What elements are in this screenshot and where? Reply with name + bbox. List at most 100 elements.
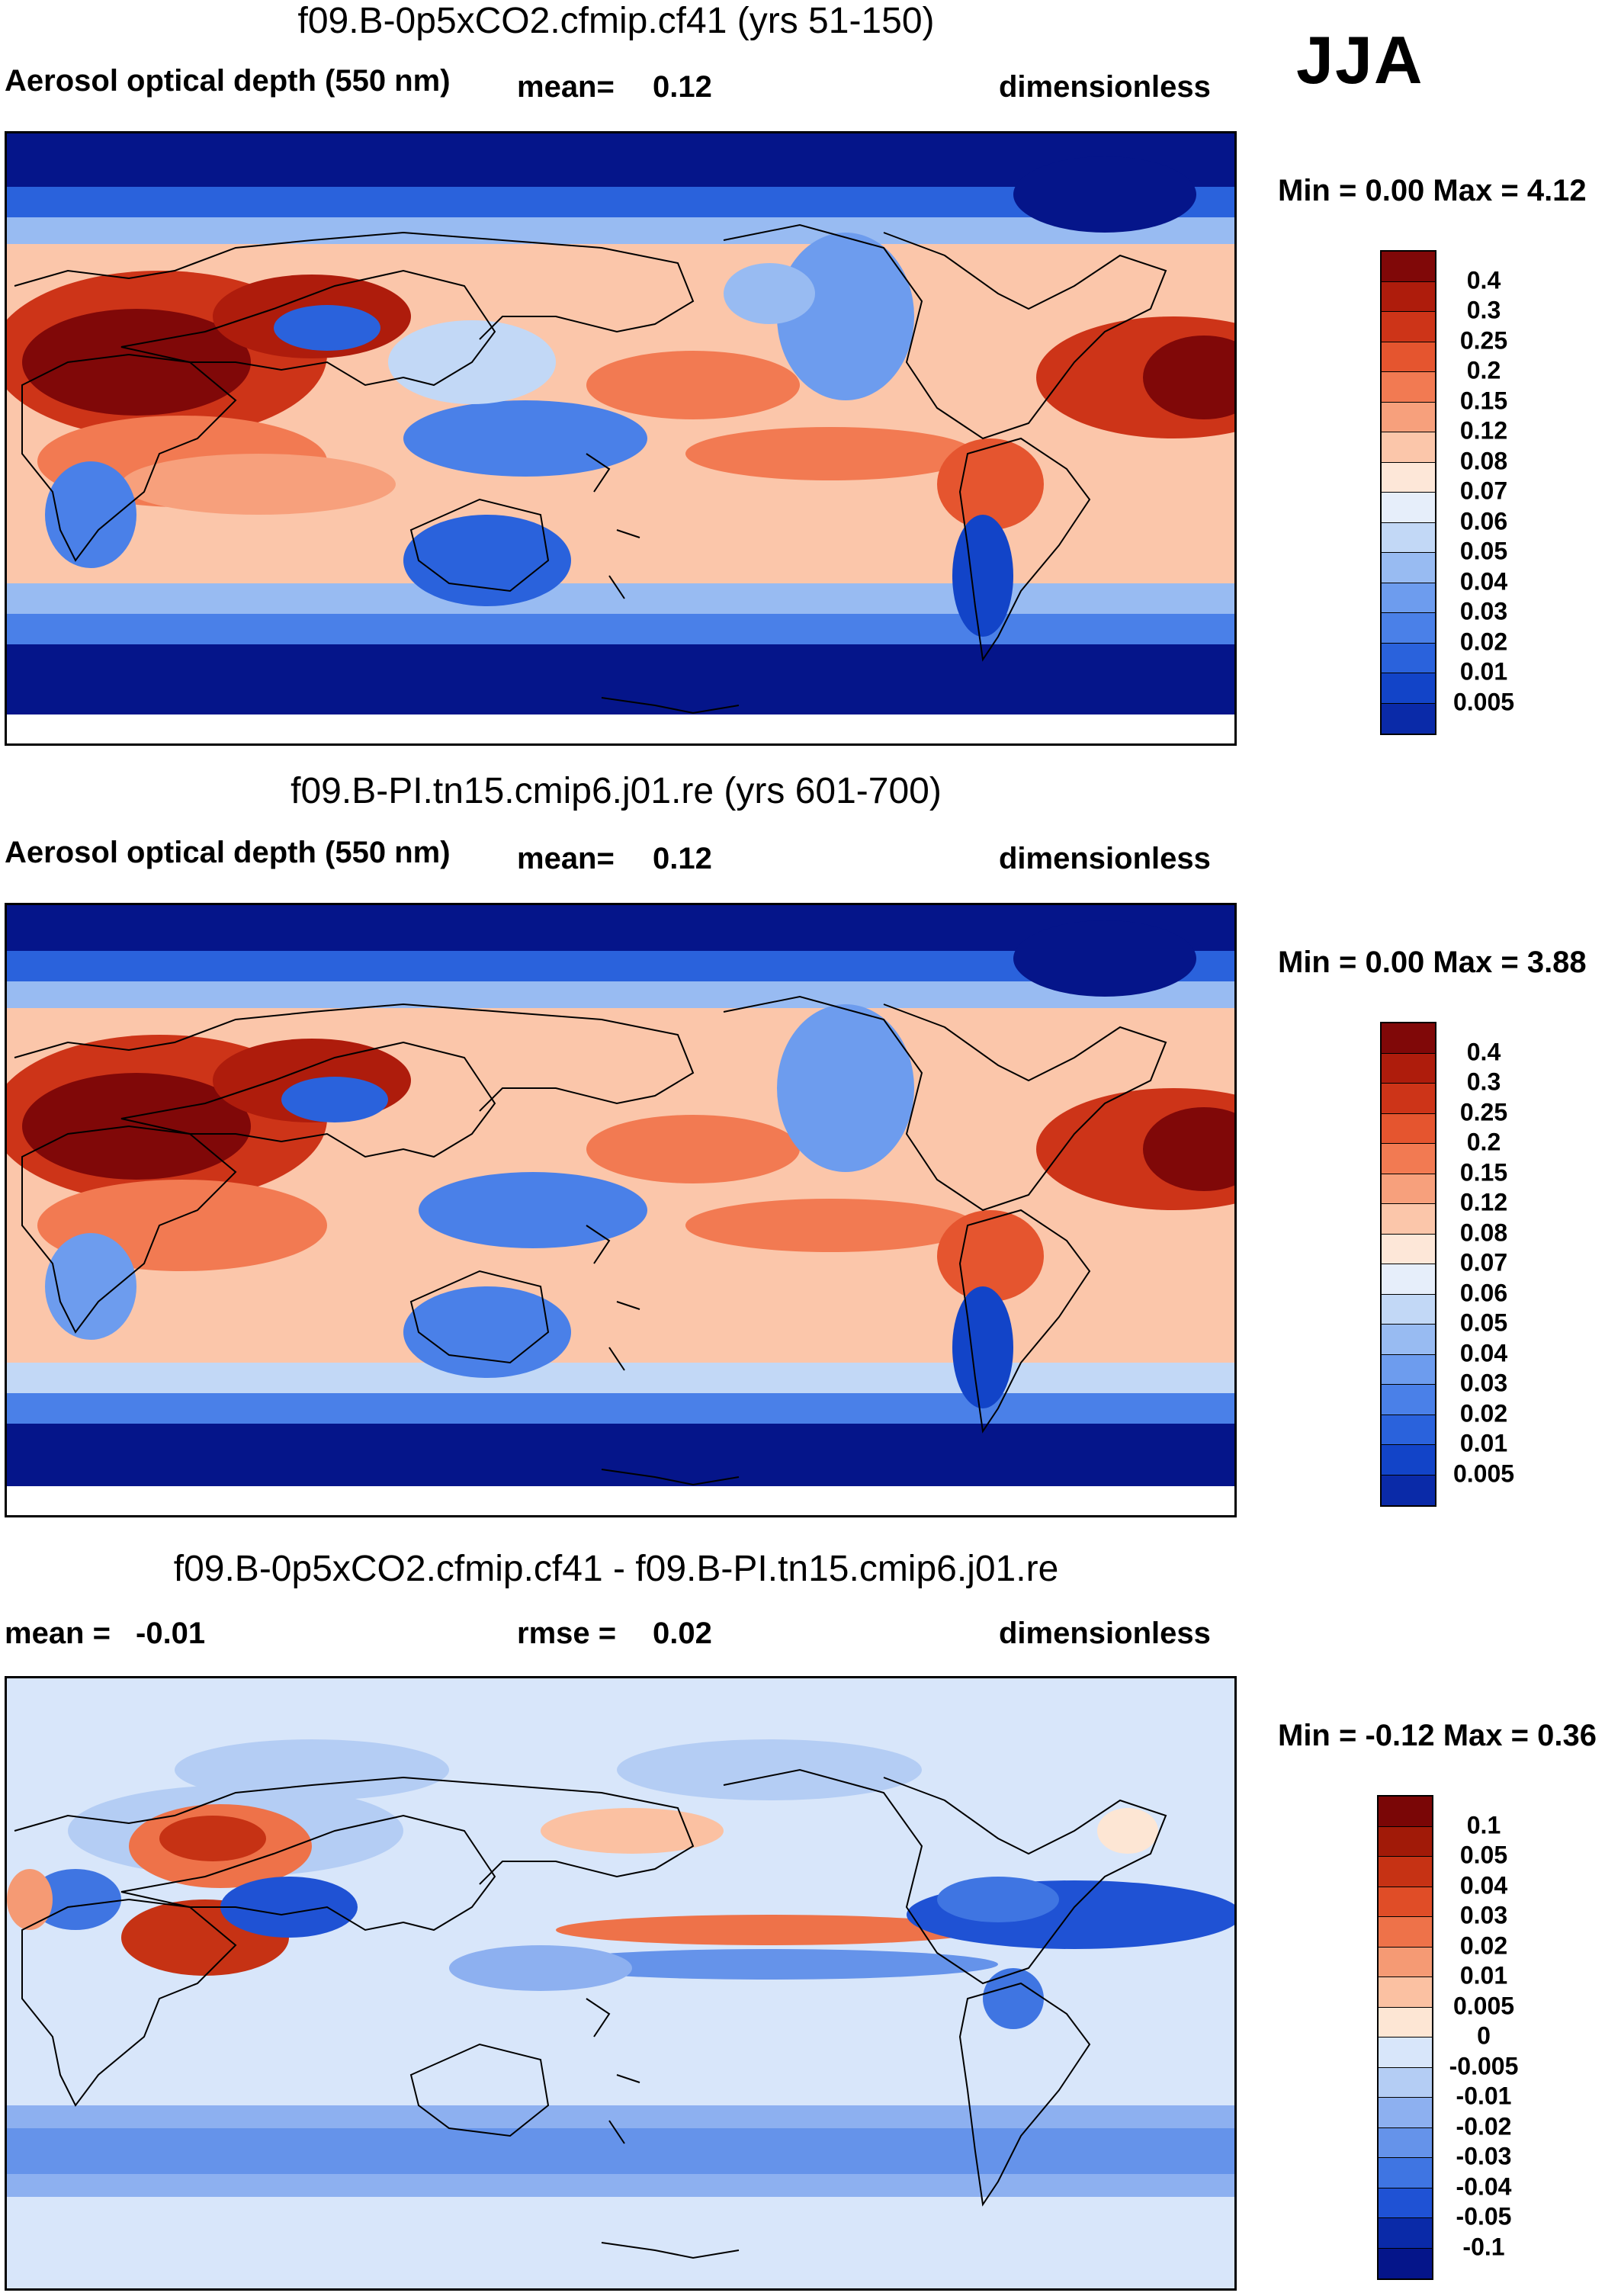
panel3-colorbar-swatch	[1379, 1977, 1432, 2008]
panel3-colorbar-swatch	[1379, 2068, 1432, 2098]
panel3-colorbar-label: -0.005	[1449, 2052, 1519, 2080]
panel1-colorbar-swatch	[1382, 282, 1435, 312]
panel2-colorbar-label: 0.4	[1466, 1038, 1501, 1066]
panel1-colorbar-label: 0.08	[1459, 447, 1508, 475]
panel1-colorbar-swatch	[1382, 372, 1435, 403]
panel2-colorbar-label: 0.25	[1459, 1098, 1508, 1126]
panel1-colorbar-label: 0.06	[1459, 507, 1508, 535]
panel3-colorbar-swatch	[1379, 1917, 1432, 1948]
panel2-colorbar-swatch	[1382, 1204, 1435, 1235]
panel2-minmax: Min = 0.00 Max = 3.88	[1278, 946, 1587, 979]
panel2-map-svg	[7, 905, 1234, 1515]
panel1-colorbar-swatch	[1382, 312, 1435, 342]
panel1-colorbar-labels: 0.4 0.3 0.25 0.2 0.15 0.12 0.08 0.07 0.0…	[1438, 250, 1530, 732]
panel3-colorbar-swatch	[1379, 2008, 1432, 2037]
panel1-colorbar-label: 0.2	[1466, 356, 1501, 384]
panel3-colorbar-swatch	[1379, 2128, 1432, 2158]
panel1-colorbar-label: 0.02	[1459, 628, 1508, 656]
panel1-colorbar-swatch	[1382, 432, 1435, 463]
panel2-colorbar-label: 0.04	[1459, 1339, 1508, 1367]
panel1-colorbar-swatch	[1382, 523, 1435, 553]
panel3-colorbar-label: 0.005	[1452, 1992, 1515, 2020]
panel3-colorbar-labels: 0.1 0.05 0.04 0.03 0.02 0.01 0.005 0 -0.…	[1438, 1795, 1530, 2277]
panel2-colorbar-label: 0.15	[1459, 1158, 1508, 1187]
panel3-colorbar-swatch	[1379, 1948, 1432, 1977]
panel2-colorbar-label: 0.07	[1459, 1248, 1508, 1276]
panel2-colorbar-swatch	[1382, 1174, 1435, 1204]
panel3-rmse-value: 0.02	[653, 1617, 712, 1650]
season-label: JJA	[1296, 22, 1424, 98]
panel1-colorbar	[1380, 250, 1436, 735]
panel3-rmse-label: rmse =	[517, 1617, 617, 1650]
panel3-colorbar-swatch	[1379, 2098, 1432, 2128]
panel1-colorbar-swatch	[1382, 493, 1435, 523]
panel1-minmax: Min = 0.00 Max = 4.12	[1278, 174, 1587, 207]
panel1-colorbar-label: 0.04	[1459, 567, 1508, 596]
panel3-units: dimensionless	[999, 1617, 1211, 1650]
panel2-colorbar-swatch	[1382, 1476, 1435, 1505]
panel2-colorbar-label: 0.01	[1459, 1429, 1508, 1457]
panel1-colorbar-label: 0.12	[1459, 416, 1508, 445]
panel2-colorbar-swatch	[1382, 1235, 1435, 1264]
panel2-colorbar-swatch	[1382, 1023, 1435, 1054]
panel2-colorbar-swatch	[1382, 1445, 1435, 1476]
panel1-colorbar-label: 0.05	[1459, 537, 1508, 565]
panel3-colorbar-swatch	[1379, 2188, 1432, 2218]
panel2-variable: Aerosol optical depth (550 nm)	[5, 836, 451, 869]
panel1-colorbar-label: 0.25	[1459, 326, 1508, 355]
panel1-units: dimensionless	[999, 70, 1211, 104]
panel1-colorbar-swatch	[1382, 403, 1435, 432]
panel1-colorbar-label: 0.005	[1452, 688, 1515, 716]
panel2-colorbar-swatch	[1382, 1385, 1435, 1415]
panel1-title: f09.B-0p5xCO2.cfmip.cf41 (yrs 51-150)	[297, 1, 935, 41]
panel2-mean-label: mean=	[517, 842, 615, 875]
panel1-colorbar-swatch	[1382, 583, 1435, 613]
panel1-colorbar-label: 0.03	[1459, 597, 1508, 625]
panel1-map-svg	[7, 133, 1234, 743]
panel1-colorbar-label: 0.3	[1466, 296, 1501, 324]
panel3-map	[5, 1676, 1237, 2291]
panel3-colorbar-label: -0.01	[1456, 2082, 1512, 2110]
panel2-colorbar-label: 0.08	[1459, 1219, 1508, 1247]
panel3-colorbar-label: -0.03	[1456, 2142, 1512, 2170]
panel2-colorbar-swatch	[1382, 1355, 1435, 1385]
panel3-colorbar-label: 0.01	[1459, 1961, 1508, 1989]
panel3-mean-value: -0.01	[136, 1617, 206, 1650]
panel3-colorbar	[1377, 1795, 1433, 2280]
panel2-colorbar-label: 0.005	[1452, 1459, 1515, 1488]
panel2-colorbar-swatch	[1382, 1264, 1435, 1295]
panel3-colorbar-swatch	[1379, 2037, 1432, 2068]
panel2-colorbar-label: 0.3	[1466, 1068, 1501, 1096]
panel3-colorbar-swatch	[1379, 1887, 1432, 1917]
panel3-colorbar-label: 0	[1477, 2021, 1491, 2050]
panel1-colorbar-swatch	[1382, 342, 1435, 372]
panel1-colorbar-swatch	[1382, 704, 1435, 734]
panel2-colorbar-label: 0.05	[1459, 1309, 1508, 1337]
panel1-colorbar-swatch	[1382, 252, 1435, 282]
panel1-variable: Aerosol optical depth (550 nm)	[5, 64, 451, 98]
panel3-colorbar-swatch	[1379, 2158, 1432, 2188]
panel2-colorbar-label: 0.12	[1459, 1188, 1508, 1216]
panel2-colorbar	[1380, 1022, 1436, 1507]
panel3-colorbar-label: 0.04	[1459, 1871, 1508, 1899]
panel2-colorbar-swatch	[1382, 1325, 1435, 1355]
panel1-colorbar-swatch	[1382, 673, 1435, 704]
panel2-colorbar-label: 0.03	[1459, 1369, 1508, 1397]
panel1-colorbar-swatch	[1382, 553, 1435, 583]
panel1-map	[5, 131, 1237, 746]
panel1-colorbar-swatch	[1382, 463, 1435, 493]
panel3-colorbar-swatch	[1379, 1827, 1432, 1857]
panel2-colorbar-swatch	[1382, 1415, 1435, 1445]
panel2-colorbar-labels: 0.4 0.3 0.25 0.2 0.15 0.12 0.08 0.07 0.0…	[1438, 1022, 1530, 1504]
panel2-colorbar-label: 0.02	[1459, 1399, 1508, 1427]
panel2-title: f09.B-PI.tn15.cmip6.j01.re (yrs 601-700)	[290, 771, 942, 811]
panel1-colorbar-label: 0.01	[1459, 657, 1508, 686]
panel1-colorbar-swatch	[1382, 644, 1435, 673]
panel2-colorbar-swatch	[1382, 1295, 1435, 1325]
panel3-colorbar-label: -0.02	[1456, 2112, 1512, 2140]
panel3-colorbar-label: 0.03	[1459, 1901, 1508, 1929]
panel3-colorbar-label: -0.05	[1456, 2202, 1512, 2230]
panel1-mean-label: mean=	[517, 70, 615, 104]
panel2-units: dimensionless	[999, 842, 1211, 875]
panel1-colorbar-label: 0.4	[1466, 266, 1501, 294]
